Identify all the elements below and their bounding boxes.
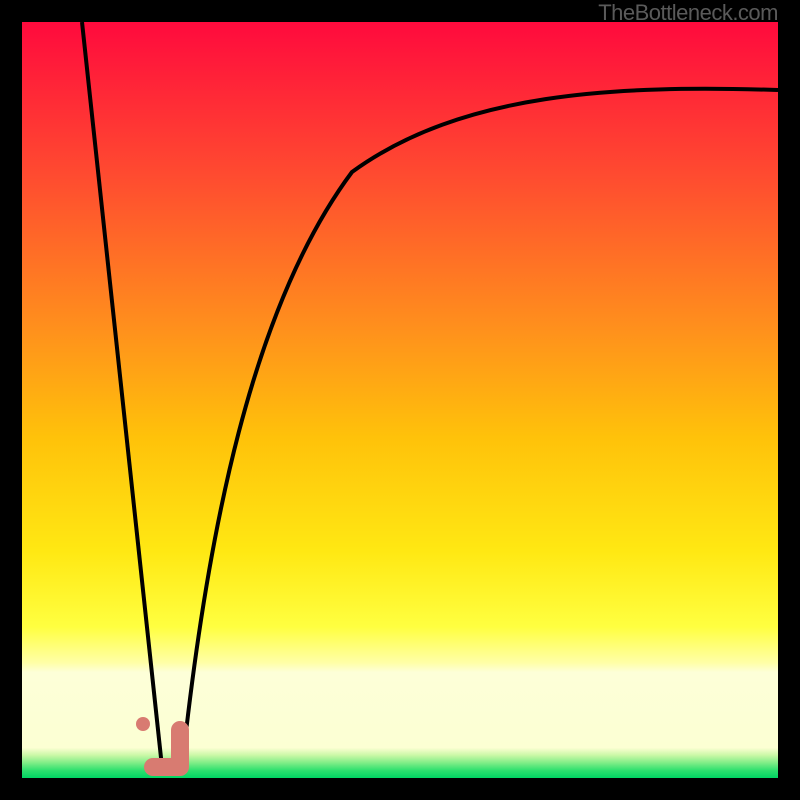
curve-layer bbox=[22, 22, 778, 778]
plot-area bbox=[22, 22, 778, 778]
chart-container: TheBottleneck.com bbox=[0, 0, 800, 800]
marker-dot-icon bbox=[136, 717, 150, 731]
curve-right-branch bbox=[182, 89, 778, 768]
curve-left-branch bbox=[82, 22, 162, 767]
